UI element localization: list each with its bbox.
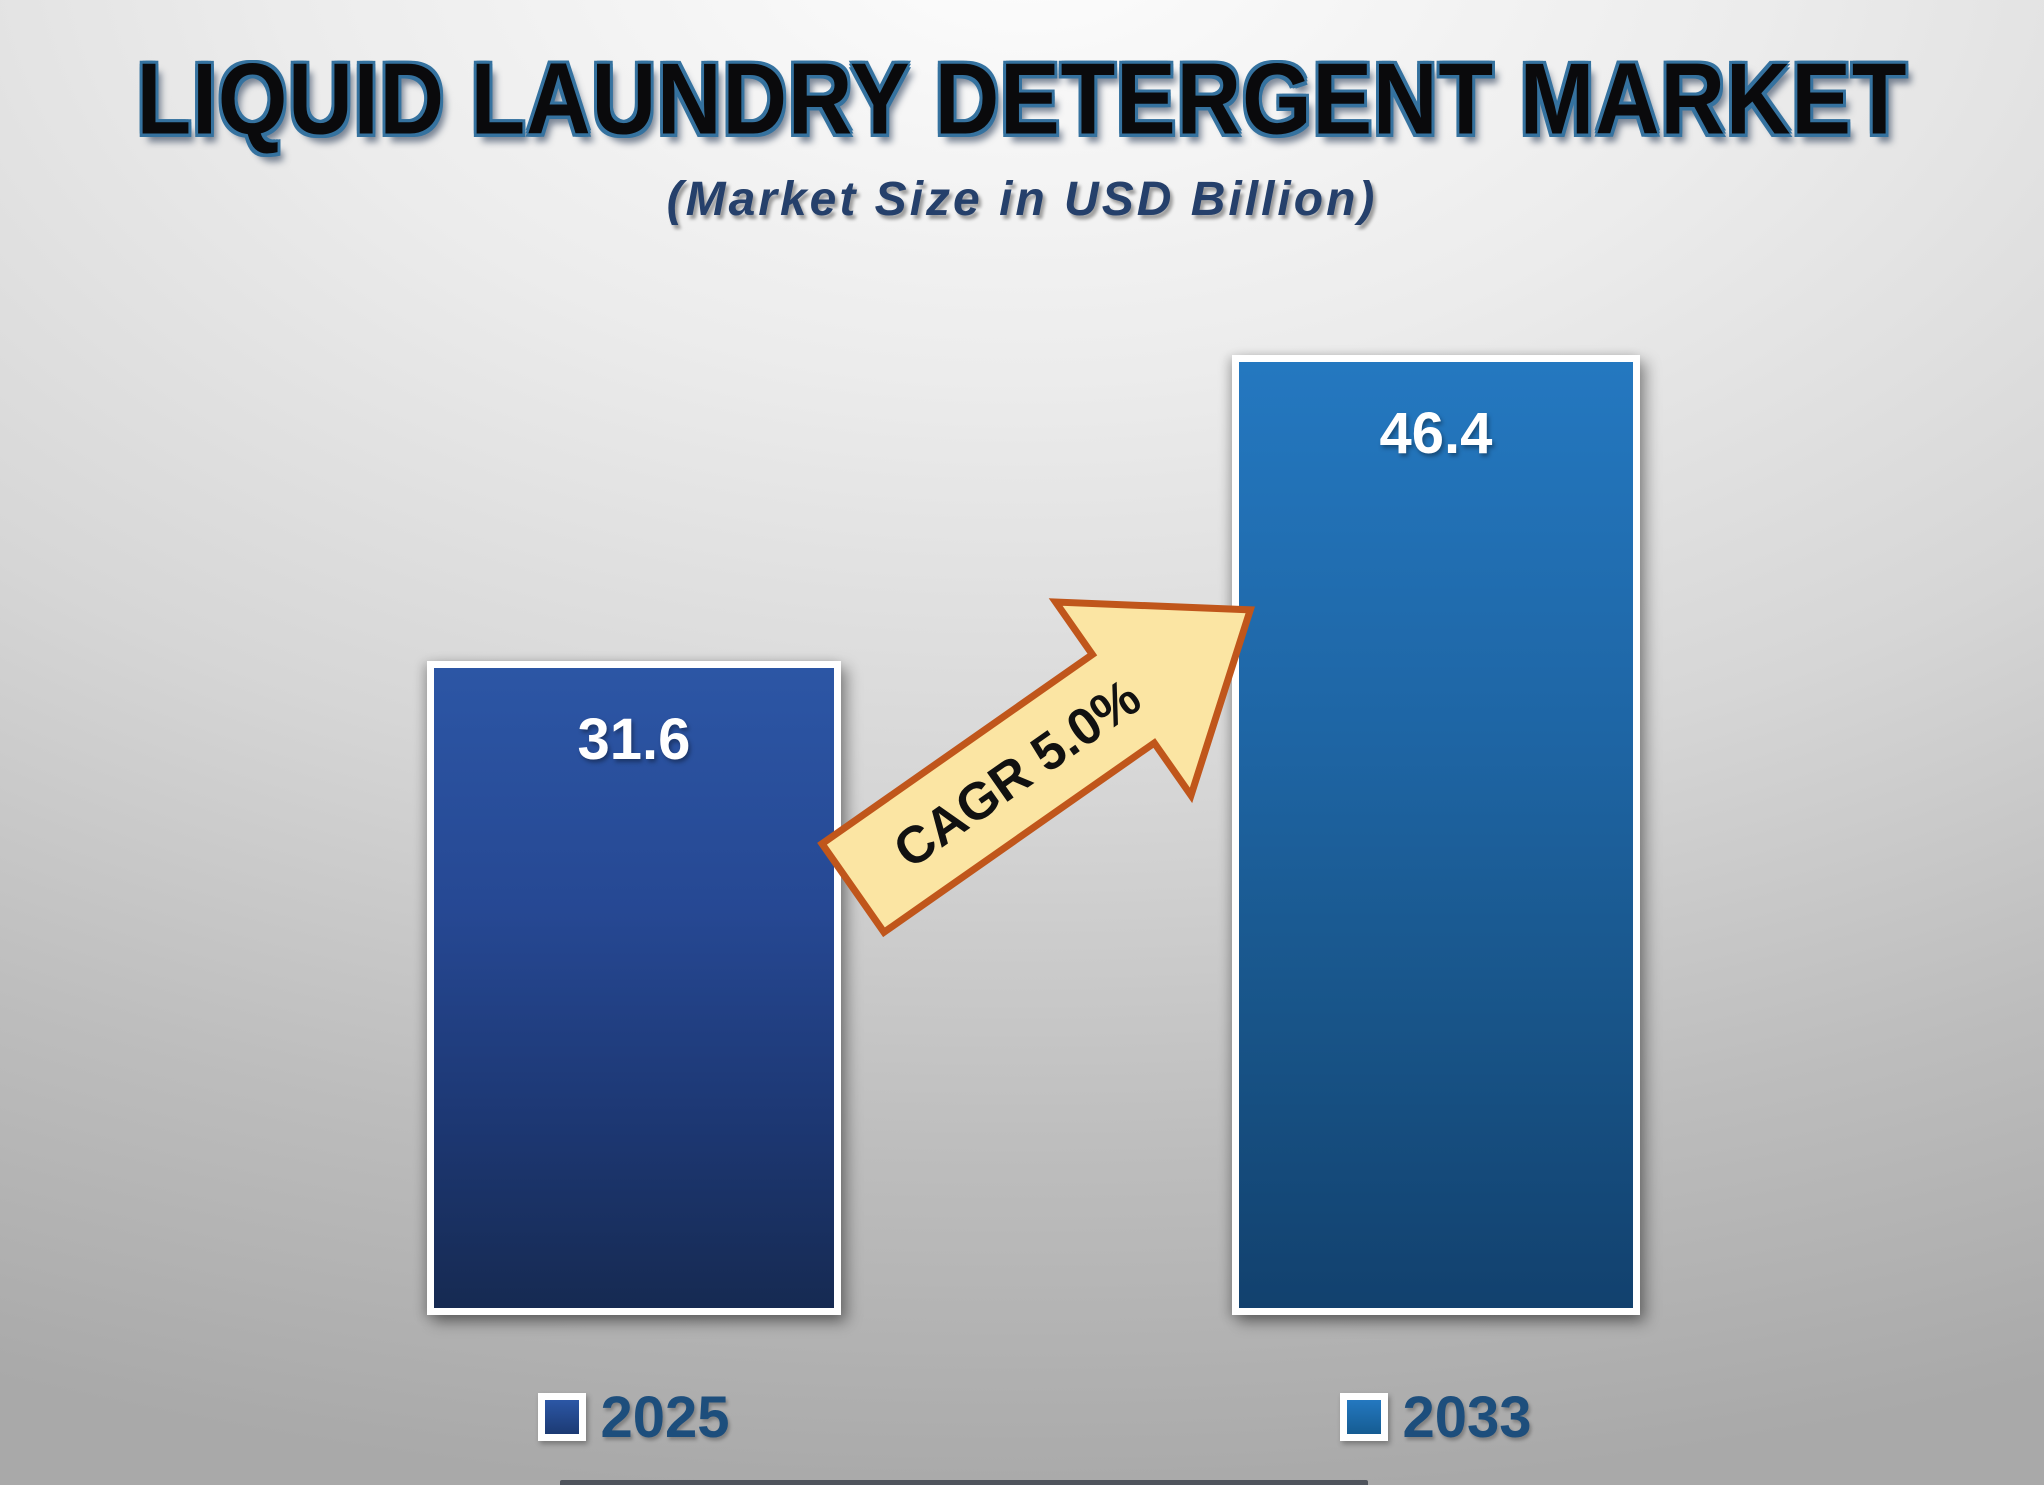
bar-value-2025: 31.6 xyxy=(577,707,691,772)
legend-label-2025: 2025 xyxy=(600,1384,730,1450)
bar-2033: 46.4 xyxy=(1232,355,1640,1315)
chart-title: LIQUID LAUNDRY DETERGENT MARKET xyxy=(136,41,1908,156)
chart-subtitle: (Market Size in USD Billion) xyxy=(666,173,1378,226)
legend-2033: 2033 xyxy=(1232,1382,1640,1452)
bottom-edge-artifact xyxy=(560,1480,1368,1485)
legend-label-2033: 2033 xyxy=(1402,1384,1532,1450)
legend-2025: 2025 xyxy=(427,1382,841,1452)
bar-2025: 31.6 xyxy=(427,661,841,1315)
bar-value-2033: 46.4 xyxy=(1379,401,1493,466)
cagr-label: CAGR 5.0% xyxy=(884,668,1152,880)
legend-swatch-2025 xyxy=(538,1393,587,1441)
subtitle-container: (Market Size in USD Billion) xyxy=(0,172,2044,227)
legend-swatch-2033 xyxy=(1340,1393,1389,1441)
title-container: LIQUID LAUNDRY DETERGENT MARKET xyxy=(0,48,2044,150)
